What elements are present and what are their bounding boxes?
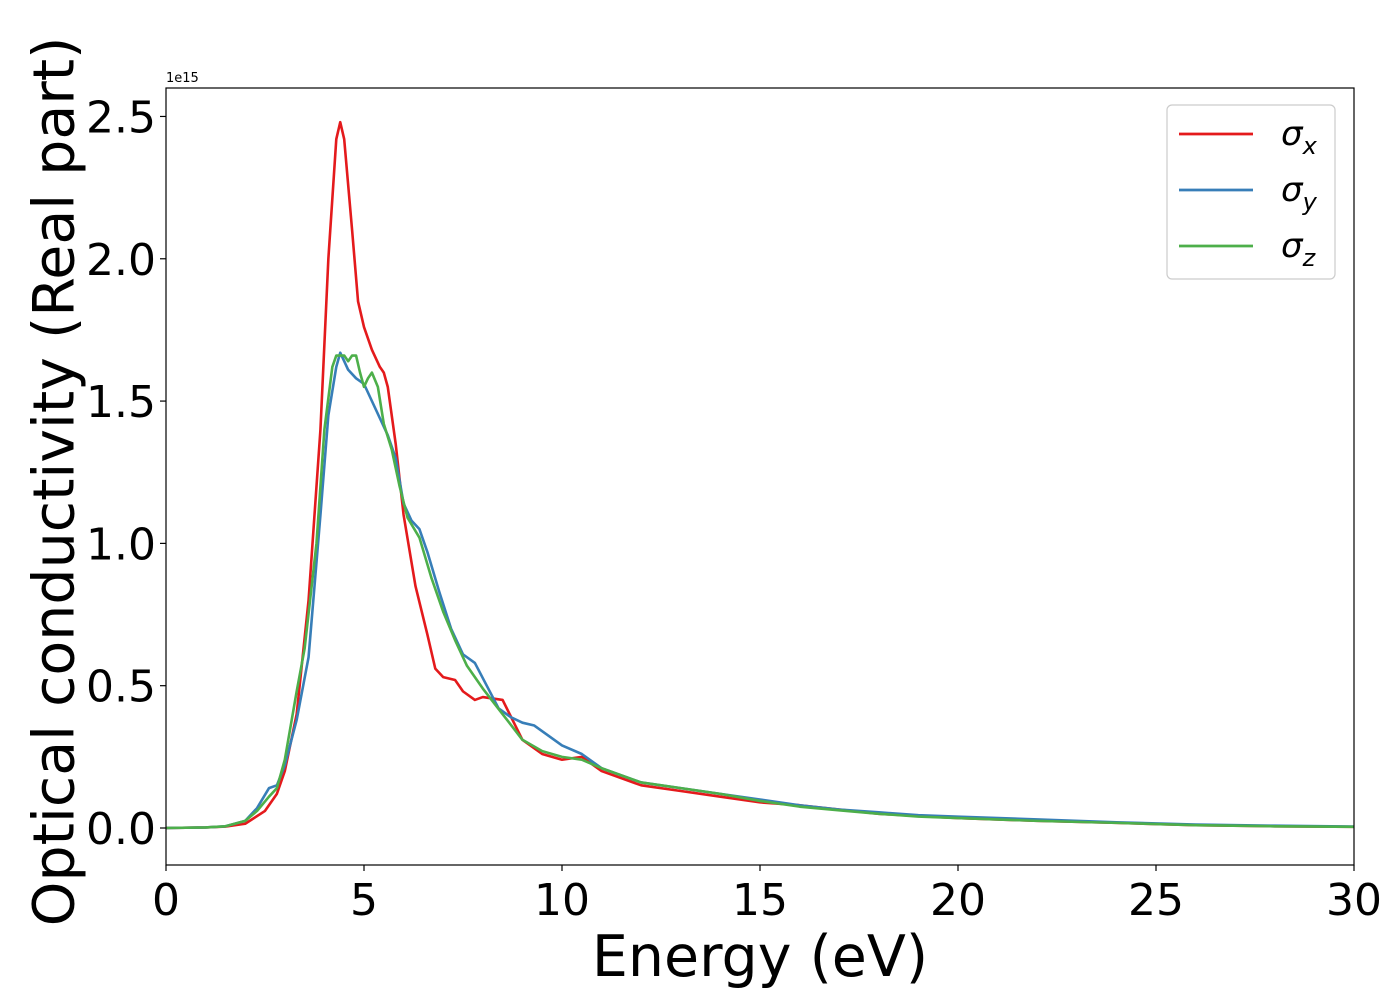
x-tick-label: 20 (930, 875, 986, 926)
legend-label: σx (1281, 114, 1318, 160)
x-tick-label: 0 (152, 875, 180, 926)
y-axis-label: Optical conductivity (Real part) (22, 37, 88, 927)
series-line-z (166, 354, 1354, 830)
y-axis: 0.0 0.5 1.0 1.5 2.0 2.5 (86, 92, 166, 855)
y-offset-label: 1e15 (166, 71, 199, 86)
y-tick-label: 2.0 (86, 235, 156, 286)
y-tick-label: 1.5 (86, 377, 156, 428)
x-axis: 0 5 10 15 20 25 30 (152, 865, 1382, 926)
y-tick-label: 1.0 (86, 519, 156, 570)
legend-label: σy (1281, 170, 1318, 216)
x-axis-label: Energy (eV) (592, 924, 928, 990)
legend-item-x: σx (1179, 114, 1318, 160)
y-tick-label: 0.0 (86, 804, 156, 855)
legend-box (1166, 104, 1336, 280)
x-tick-label: 30 (1326, 875, 1382, 926)
plot-lines (166, 120, 1354, 830)
legend-item-y: σy (1179, 170, 1318, 216)
legend-label: σz (1281, 226, 1317, 272)
series-line-y (166, 351, 1354, 830)
y-tick-label: 2.5 (86, 92, 156, 143)
legend-item-z: σz (1179, 226, 1317, 272)
y-tick-label: 0.5 (86, 662, 156, 713)
x-tick-label: 10 (534, 875, 590, 926)
x-tick-label: 15 (732, 875, 788, 926)
x-tick-label: 5 (350, 875, 378, 926)
x-tick-label: 25 (1128, 875, 1184, 926)
legend: σx σy σz (1166, 104, 1336, 280)
